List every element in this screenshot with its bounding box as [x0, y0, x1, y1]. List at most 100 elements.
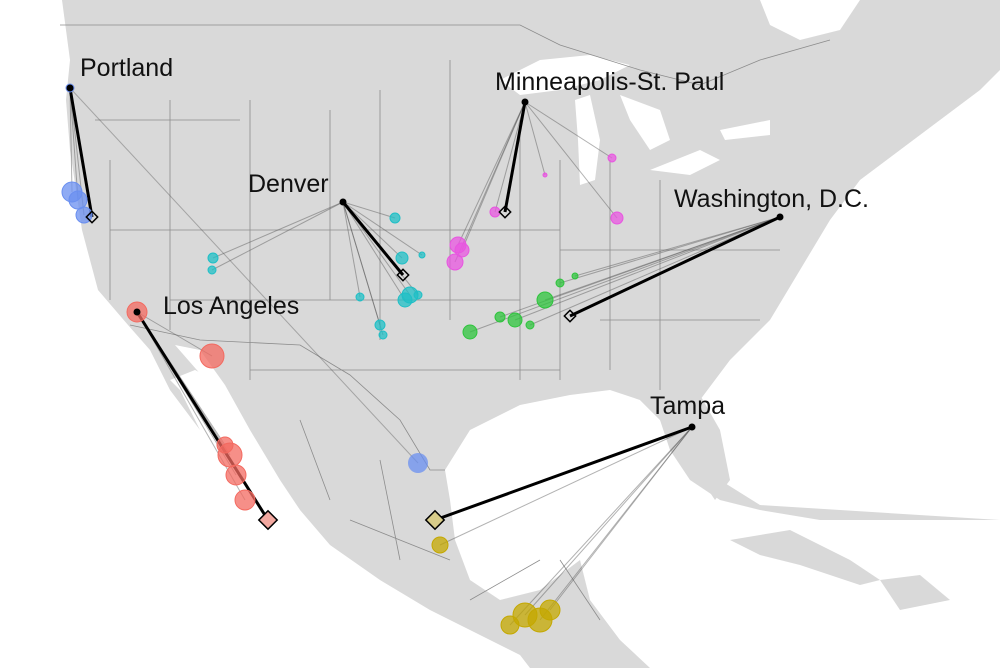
connection-line-portland: [69, 87, 79, 201]
hub-dot-losangeles: [133, 308, 141, 316]
mean-line-washington: [569, 215, 781, 318]
point-portland-outlier: [408, 453, 428, 473]
point-losangeles: [234, 489, 256, 511]
label-los-angeles: Los Angeles: [163, 292, 300, 320]
point-tampa: [500, 615, 520, 635]
point-minneapolis: [454, 242, 470, 258]
lake-erie-ontario: [650, 120, 770, 175]
point-denver: [418, 251, 426, 259]
point-washington: [571, 272, 579, 280]
connection-line-denver: [342, 201, 384, 336]
point-washington: [494, 311, 506, 323]
connection-line-washington: [559, 216, 781, 284]
label-denver: Denver: [248, 170, 329, 198]
connection-line-minneapolis: [457, 101, 526, 246]
connection-line-portland: [69, 87, 419, 464]
islands: [640, 395, 950, 610]
point-denver: [207, 252, 219, 264]
connection-line-denver: [211, 201, 344, 271]
point-washington: [555, 278, 565, 288]
connection-line-denver: [342, 201, 361, 298]
point-denver: [355, 292, 365, 302]
connection-line-washington: [544, 216, 781, 301]
point-denver: [378, 330, 388, 340]
connection-line-denver: [342, 201, 396, 219]
point-denver: [374, 319, 386, 331]
connection-line-tampa: [509, 426, 693, 626]
connection-line-minneapolis: [494, 101, 526, 213]
hub-dot-washington: [776, 213, 784, 221]
connection-line-minneapolis: [524, 101, 613, 159]
connection-lines: [68, 87, 781, 626]
mean-line-tampa: [434, 425, 693, 522]
hudson-bay: [760, 0, 860, 40]
hub-dot-tampa: [688, 423, 696, 431]
point-portland: [68, 190, 88, 210]
connection-line-washington: [514, 216, 781, 321]
hub-dot-minneapolis: [521, 98, 529, 106]
point-denver: [207, 265, 217, 275]
point-losangeles: [199, 343, 225, 369]
point-denver: [413, 290, 423, 300]
cuba: [730, 530, 880, 585]
connection-line-tampa: [439, 426, 693, 546]
centroid-diamond-denver: [396, 268, 410, 282]
label-minneapolis: Minneapolis-St. Paul: [495, 68, 725, 96]
connection-line-minneapolis: [461, 101, 526, 251]
mean-line-minneapolis: [503, 101, 527, 213]
gulf-of-mexico: [445, 390, 1000, 668]
atlantic-ocean: [700, 0, 1000, 520]
point-losangeles: [216, 436, 234, 454]
label-washington: Washington, D.C.: [674, 185, 869, 213]
connection-line-tampa: [524, 426, 693, 616]
lake-superior: [500, 55, 630, 95]
borders: [60, 24, 831, 621]
connection-line-minneapolis: [454, 101, 526, 263]
mean-line-denver: [341, 201, 405, 276]
label-portland: Portland: [80, 54, 174, 82]
connection-line-denver: [342, 201, 423, 256]
point-losangeles: [225, 464, 247, 486]
centroid-diamond-minneapolis: [498, 205, 512, 219]
mean-line-portland: [68, 87, 94, 218]
connection-line-portland: [69, 87, 73, 193]
pacific-ocean: [0, 0, 530, 668]
point-minneapolis: [610, 211, 624, 225]
centroid-diamond-losangeles: [257, 509, 279, 531]
point-washington: [462, 324, 478, 340]
point-tampa: [539, 599, 561, 621]
point-denver: [395, 251, 409, 265]
point-minneapolis: [542, 172, 548, 178]
florida: [640, 395, 730, 500]
connection-line-washington: [469, 216, 781, 333]
connection-line-tampa: [539, 426, 693, 621]
point-minneapolis: [446, 253, 464, 271]
label-tampa: Tampa: [650, 392, 726, 420]
point-washington: [536, 291, 554, 309]
mean-line-losangeles: [135, 311, 270, 521]
point-denver: [389, 212, 401, 224]
centroid-diamond-washington: [563, 309, 577, 323]
connection-line-losangeles: [136, 311, 213, 357]
connection-line-minneapolis: [524, 101, 618, 219]
lake-huron: [620, 95, 670, 150]
lake-michigan: [575, 95, 600, 185]
point-tampa: [431, 536, 449, 554]
point-denver: [397, 292, 413, 308]
connection-line-washington: [574, 216, 781, 277]
hub-dot-portland: [66, 84, 74, 92]
centroid-diamond-portland: [85, 210, 99, 224]
connection-line-tampa: [549, 426, 693, 611]
point-washington: [507, 312, 523, 328]
centroid-diamond-tampa: [424, 509, 446, 531]
connection-line-denver: [342, 201, 403, 259]
hispaniola: [880, 575, 950, 610]
connection-line-denver: [342, 201, 406, 301]
connection-line-denver: [342, 201, 381, 326]
gulf-of-california: [175, 345, 300, 510]
data-points: [61, 83, 784, 635]
hub-dot-denver: [339, 198, 347, 206]
